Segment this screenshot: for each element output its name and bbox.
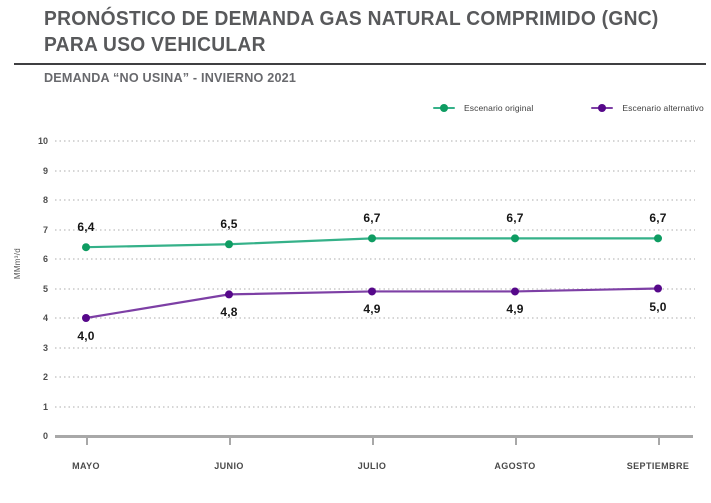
data-point-label: 4,0 (77, 329, 95, 343)
data-point (225, 240, 233, 249)
x-axis-line (55, 435, 693, 438)
y-tick-label: 9 (42, 165, 48, 176)
y-tick-label: 1 (42, 401, 48, 412)
gridline (55, 376, 695, 378)
x-tick-label: AGOSTO (494, 461, 536, 471)
gridline (55, 169, 695, 172)
y-tick-label: 4 (42, 313, 48, 323)
gridline (55, 317, 695, 319)
x-tick-mark (372, 437, 374, 445)
legend-label: Escenario alternativo (622, 103, 704, 113)
legend-label: Escenario original (464, 103, 534, 113)
data-point (654, 234, 662, 243)
data-point-label: 6,4 (77, 220, 95, 235)
x-tick-label: JULIO (357, 461, 387, 471)
data-point-label: 4,9 (363, 302, 381, 317)
data-point-label: 6,7 (506, 211, 524, 226)
legend-line-dot-icon (433, 104, 455, 112)
data-point (82, 314, 90, 322)
x-tick-mark (229, 437, 231, 445)
data-point (654, 284, 662, 293)
gridline (55, 199, 695, 201)
y-tick-label: 5 (42, 283, 48, 294)
legend-item-original[interactable]: Escenario original (433, 103, 533, 113)
y-tick-label: 10 (37, 136, 48, 146)
data-point-label: 6,7 (363, 211, 381, 226)
y-tick-label: 0 (42, 431, 48, 441)
data-point (511, 287, 519, 296)
page-title-line2: PARA USO VEHICULAR (44, 34, 266, 56)
data-point (511, 234, 519, 243)
y-tick-label: 6 (42, 254, 48, 264)
data-point (225, 290, 233, 299)
title-divider (14, 63, 706, 65)
y-tick-label: 8 (42, 195, 48, 205)
gridline (55, 405, 695, 408)
y-tick-label: 2 (42, 372, 48, 382)
x-tick-label: MAYO (72, 461, 100, 471)
gridline (55, 346, 695, 349)
data-point-label: 6,7 (649, 211, 667, 226)
data-point-label: 4,9 (506, 302, 524, 317)
data-point-label: 6,5 (220, 217, 238, 232)
x-tick-mark (658, 437, 660, 445)
gridline (55, 140, 695, 142)
legend-item-alternativo[interactable]: Escenario alternativo (591, 103, 704, 113)
page-title-line1: PRONÓSTICO DE DEMANDA GAS NATURAL COMPRI… (44, 8, 659, 30)
data-point-label: 4,8 (220, 305, 238, 320)
data-point-label: 5,0 (649, 299, 667, 314)
y-tick-label: 3 (42, 342, 48, 353)
x-tick-label: SEPTIEMBRE (626, 461, 690, 471)
y-tick-label: 7 (42, 224, 48, 235)
x-tick-mark (515, 437, 517, 445)
data-point (368, 234, 376, 243)
x-tick-label: JUNIO (214, 461, 244, 471)
legend-line-dot-icon (591, 104, 614, 112)
data-point (82, 243, 90, 252)
gridline (55, 228, 695, 231)
legend: Escenario original Escenario alternativo (433, 103, 704, 113)
chart-subtitle: DEMANDA “NO USINA” - INVIERNO 2021 (44, 70, 297, 85)
data-point (368, 287, 376, 296)
gridline (55, 258, 695, 260)
gridline (55, 287, 695, 290)
page-title: PRONÓSTICO DE DEMANDA GAS NATURAL COMPRI… (44, 6, 704, 58)
x-tick-mark (86, 437, 88, 445)
